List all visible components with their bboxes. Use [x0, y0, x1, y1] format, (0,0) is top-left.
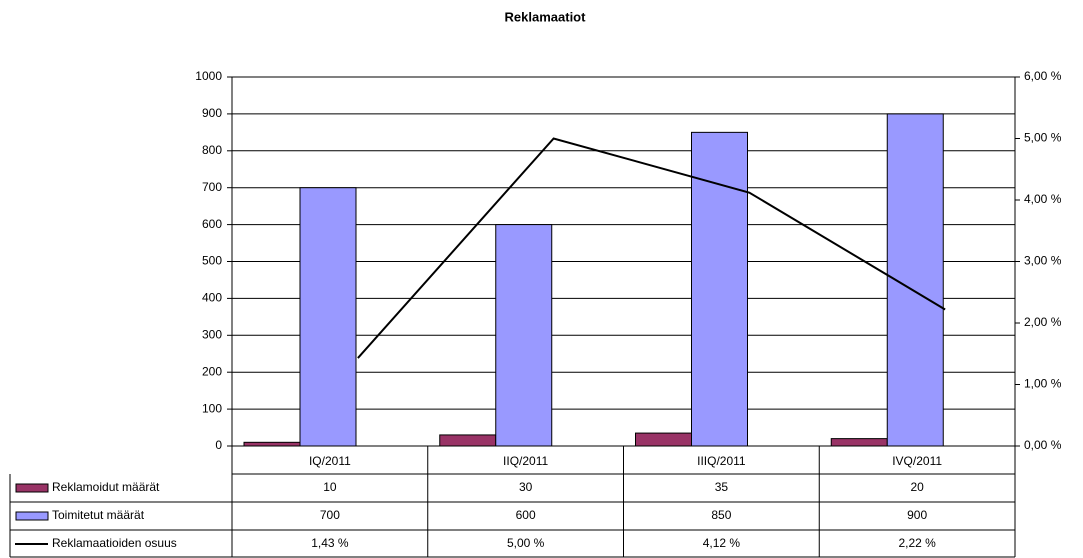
legend-label: Reklamoidut määrät [52, 480, 160, 494]
y-tick-label: 400 [202, 291, 222, 305]
y-tick-label: 700 [202, 180, 222, 194]
legend-key [15, 483, 49, 493]
bar [886, 113, 944, 447]
y-tick-label: 0 [215, 438, 222, 452]
y2-tick-label: 0,00 % [1024, 438, 1062, 452]
bar [830, 438, 888, 447]
y2-tick-label: 6,00 % [1024, 69, 1062, 83]
x-tick-label: IIQ/2011 [503, 454, 548, 468]
y-tick-label: 100 [202, 401, 222, 415]
legend-label: Toimitetut määrät [52, 508, 145, 522]
y2-tick-label: 2,00 % [1024, 315, 1062, 329]
table-cell: 10 [323, 480, 337, 494]
x-tick-label: IQ/2011 [309, 454, 351, 468]
table-cell: 2,22 % [898, 536, 936, 550]
bar [495, 224, 553, 447]
table-cell: 4,12 % [703, 536, 741, 550]
table-cell: 5,00 % [507, 536, 545, 550]
table-cell: 850 [711, 508, 731, 522]
y2-tick-label: 1,00 % [1024, 377, 1062, 391]
x-tick-label: IVQ/2011 [892, 454, 942, 468]
bar [243, 441, 301, 447]
y-tick-label: 200 [202, 364, 222, 378]
y-tick-label: 500 [202, 254, 222, 268]
y2-tick-label: 5,00 % [1024, 131, 1062, 145]
y2-tick-label: 3,00 % [1024, 254, 1062, 268]
line-series [357, 137, 946, 359]
y-tick-label: 800 [202, 143, 222, 157]
table-cell: 700 [320, 508, 340, 522]
legend-key [15, 511, 49, 521]
bar [299, 187, 357, 447]
chart-title: Reklamaatiot [505, 9, 587, 24]
table-cell: 35 [715, 480, 729, 494]
bar [635, 432, 692, 447]
table-cell: 600 [516, 508, 536, 522]
legend-label: Reklamaatioiden osuus [52, 536, 177, 550]
y-tick-label: 900 [202, 106, 222, 120]
bar [439, 434, 497, 447]
table-cell: 900 [907, 508, 927, 522]
table-cell: 1,43 % [311, 536, 349, 550]
table-cell: 20 [910, 480, 924, 494]
y-tick-label: 300 [202, 327, 222, 341]
y-tick-label: 600 [202, 217, 222, 231]
y2-tick-label: 4,00 % [1024, 192, 1062, 206]
table-cell: 30 [519, 480, 533, 494]
x-tick-label: IIIQ/2011 [697, 454, 746, 468]
y-tick-label: 1000 [195, 69, 222, 83]
